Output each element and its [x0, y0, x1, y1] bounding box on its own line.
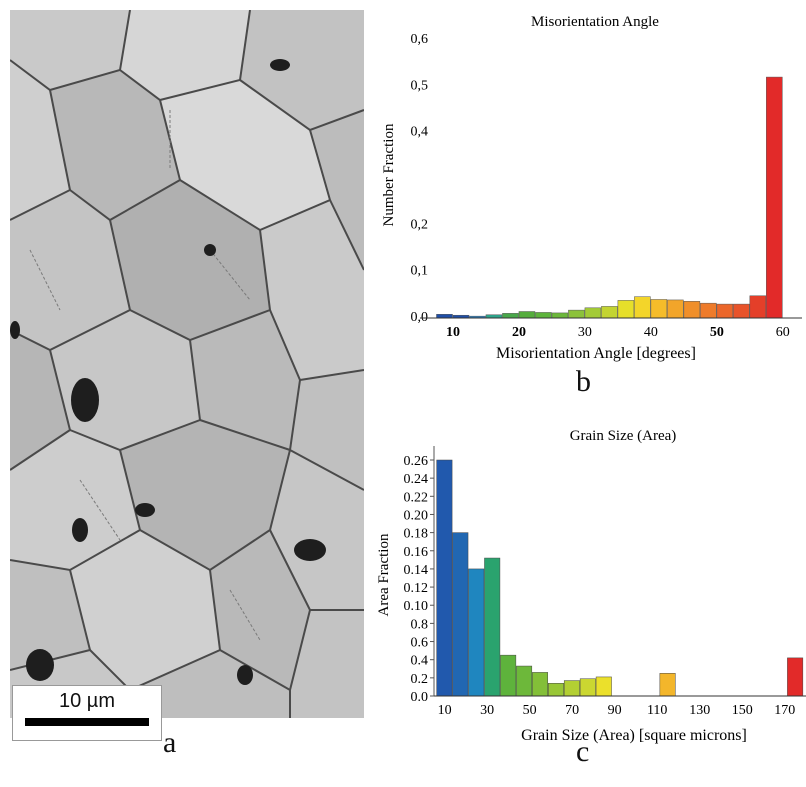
chart-c-y-ticks: 0.0 0.2 0.4 0.6 0.8 0.10 0.12 0.14 0.16 0.18 0.20 0…: [404, 454, 434, 705]
chart-b-ylabel: Number Fraction: [381, 123, 397, 226]
chart-b-y-tick-label: 0,4: [411, 125, 429, 140]
scale-bar: 10 µm: [12, 685, 162, 741]
chart-c-bar: [595, 676, 612, 697]
chart-b-x-tick-label: 20: [512, 325, 526, 340]
chart-b-x-tick-label: 30: [578, 325, 592, 340]
chart-b-x-ticks: 10 20 30 40 50 60: [446, 325, 790, 340]
chart-c-x-tick-label: 110: [647, 703, 667, 718]
chart-b-y-tick-label: 0,5: [411, 78, 429, 93]
chart-c-y-tick-label: 0.22: [404, 490, 429, 505]
chart-c-ylabel: Area Fraction: [376, 533, 392, 616]
chart-c-bar: [436, 459, 453, 697]
chart-c-x-tick-label: 90: [608, 703, 622, 718]
chart-c-bar: [452, 532, 469, 697]
chart-c-x-ticks: 10 30 50 70 90 110 130 150 170: [438, 703, 796, 718]
chart-c-bar: [500, 654, 517, 697]
chart-c-y-tick-label: 0.4: [411, 654, 429, 669]
chart-c-y-tick-label: 0.14: [404, 563, 429, 578]
chart-b-y-tick-label: 0,1: [411, 264, 429, 279]
chart-b-y-tick-label: 0,6: [411, 32, 429, 47]
chart-b-xlabel: Misorientation Angle [degrees]: [496, 345, 696, 362]
chart-c-bar: [659, 673, 676, 697]
micrograph-image: [9, 9, 365, 718]
chart-c-x-tick-label: 70: [565, 703, 579, 718]
chart-c-bar: [532, 672, 549, 697]
chart-c-bar: [548, 683, 564, 697]
chart-b-y-tick-label: 0,2: [411, 217, 429, 232]
micrograph-texture: [9, 9, 365, 718]
chart-c-x-tick-label: 150: [732, 703, 753, 718]
chart-c-bar: [579, 678, 596, 697]
chart-b-y-tick-label: 0,0: [411, 310, 429, 325]
chart-b-title: Misorientation Angle: [531, 14, 659, 30]
chart-c-y-tick-label: 0.24: [404, 472, 429, 487]
chart-c-title: Grain Size (Area): [570, 428, 677, 444]
chart-c-y-tick-label: 0.20: [404, 508, 429, 523]
chart-b-x-tick-label: 50: [710, 325, 724, 340]
chart-b-x-tick-label: 60: [776, 325, 790, 340]
scale-bar-label: 10 µm: [59, 690, 115, 712]
chart-c-y-tick-label: 0.18: [404, 527, 429, 542]
chart-c-x-tick-label: 30: [480, 703, 494, 718]
chart-c-y-tick-label: 0.16: [404, 545, 429, 560]
chart-c-bars: [436, 459, 804, 697]
chart-b-x-tick-label: 10: [446, 325, 460, 340]
chart-c-y-tick-label: 0.12: [404, 581, 429, 596]
chart-b-y-ticks: 0,0 0,1 0,2 0,4 0,5 0,6: [411, 32, 429, 325]
chart-c-y-tick-label: 0.26: [404, 454, 429, 469]
chart-c-bar: [516, 665, 533, 697]
chart-c-xlabel: Grain Size (Area) [square microns]: [521, 727, 747, 744]
chart-c-bar: [484, 557, 501, 697]
chart-c-x-tick-label: 10: [438, 703, 452, 718]
chart-c-bar: [468, 568, 485, 697]
chart-c-y-tick-label: 0.2: [411, 672, 429, 687]
chart-c-y-tick-label: 0.6: [411, 636, 429, 651]
chart-c-x-tick-label: 130: [689, 703, 710, 718]
scale-bar-line: [25, 718, 149, 726]
chart-c-bar: [563, 680, 580, 697]
chart-c-bar: [787, 657, 804, 697]
panel-label-a: a: [163, 726, 177, 759]
chart-c-y-tick-label: 0.10: [404, 599, 429, 614]
panel-label-c: c: [576, 735, 590, 768]
chart-c-x-tick-label: 170: [774, 703, 795, 718]
panel-label-b: b: [576, 365, 591, 398]
chart-c-y-tick-label: 0.0: [411, 690, 429, 705]
chart-c-x-tick-label: 50: [523, 703, 537, 718]
chart-b-bars: [436, 76, 783, 319]
chart-b-x-tick-label: 40: [644, 325, 658, 340]
chart-c-y-tick-label: 0.8: [411, 617, 429, 632]
